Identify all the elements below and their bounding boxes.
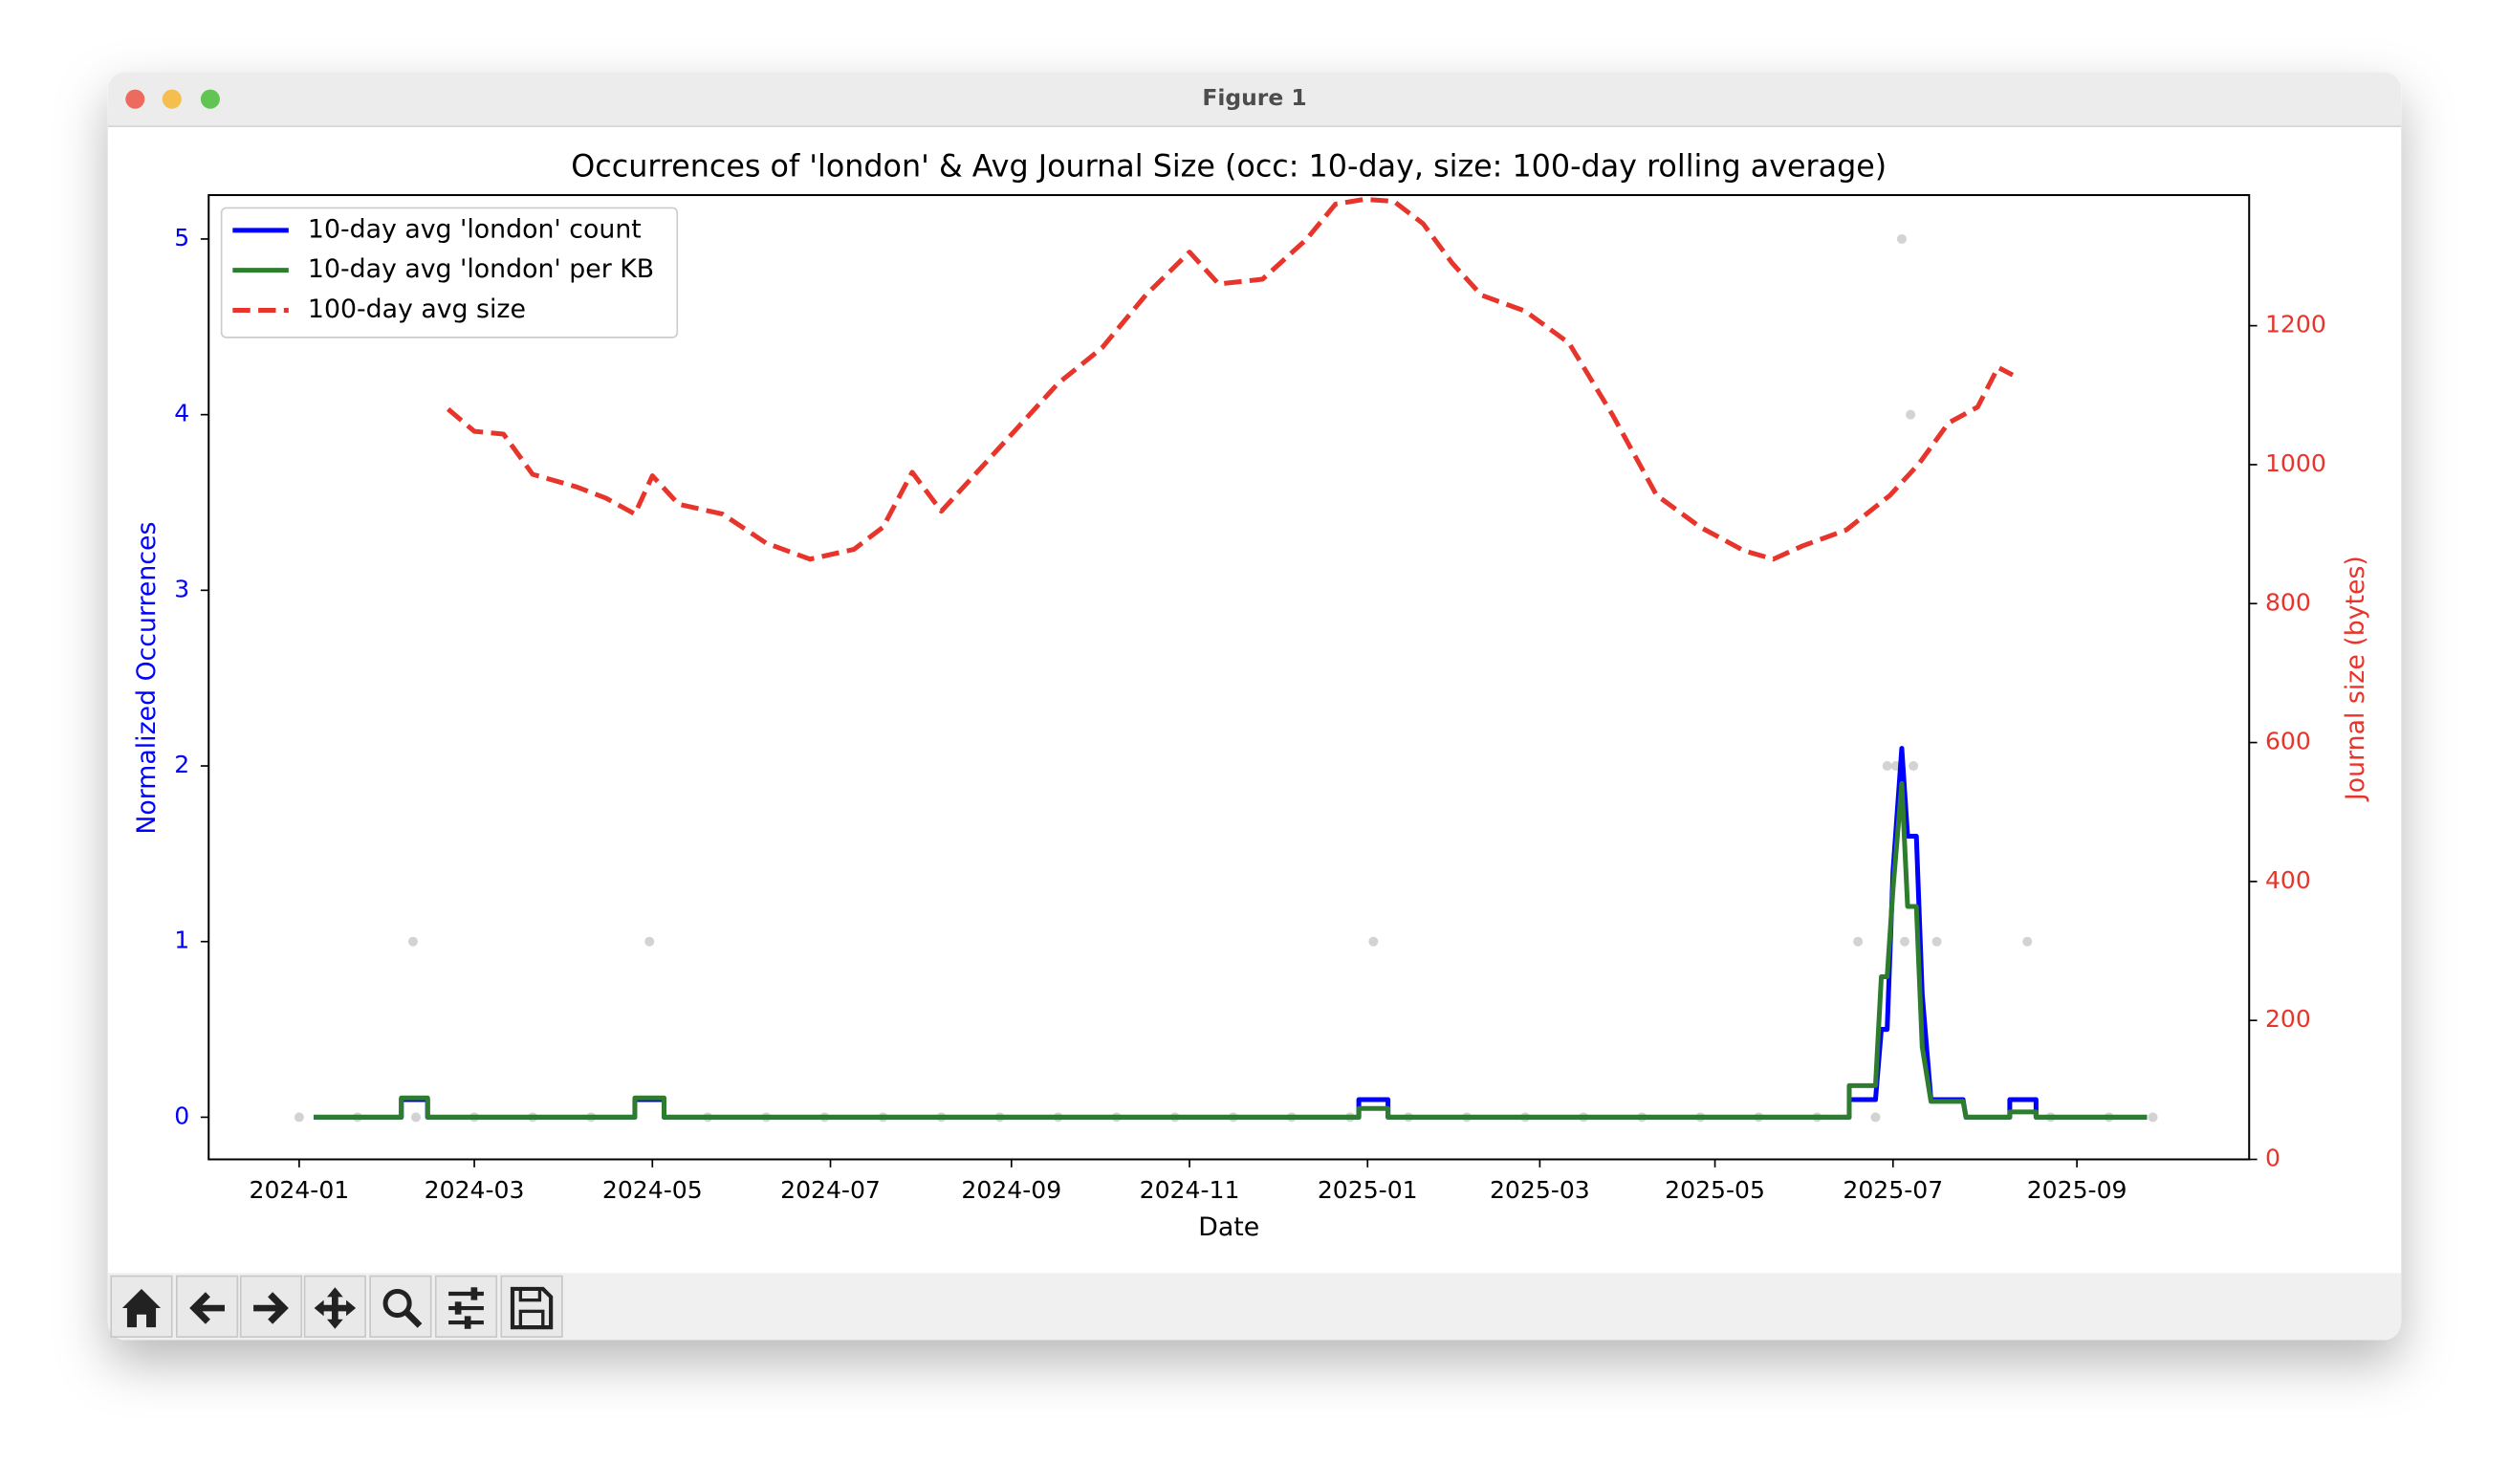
- pan-button[interactable]: [303, 1275, 366, 1338]
- y2-tick-label: 1200: [2265, 311, 2326, 338]
- legend-label: 100-day avg size: [308, 295, 526, 324]
- chart: Occurrences of 'london' & Avg Journal Si…: [132, 150, 2370, 1242]
- data-point: [1853, 936, 1864, 947]
- minimize-button[interactable]: [162, 89, 182, 109]
- x-tick-label: 2024-05: [602, 1176, 703, 1204]
- y2-tick-label: 1000: [2265, 449, 2326, 477]
- x-tick-label: 2025-03: [1490, 1176, 1590, 1204]
- legend-label: 10-day avg 'london' count: [308, 214, 642, 244]
- data-point: [410, 1112, 422, 1123]
- y2-tick-label: 600: [2265, 728, 2311, 755]
- series-layer: [294, 196, 2158, 1123]
- window: [107, 72, 2402, 1341]
- configure-button[interactable]: [434, 1275, 498, 1338]
- data-point: [407, 936, 418, 947]
- series-line: [314, 780, 2148, 1120]
- legend-label: 10-day avg 'london' per KB: [308, 254, 654, 284]
- data-point: [1899, 936, 1910, 947]
- x-tick-label: 2025-01: [1318, 1176, 1418, 1204]
- y2-tick-label: 200: [2265, 1005, 2311, 1033]
- data-point: [1896, 233, 1907, 244]
- window-title: Figure 1: [1202, 84, 1306, 111]
- data-point: [294, 1112, 304, 1123]
- y-tick-label: 5: [174, 224, 189, 251]
- y2-tick-label: 400: [2265, 866, 2311, 894]
- data-point: [1870, 1112, 1881, 1123]
- y-tick-label: 1: [174, 927, 189, 954]
- x-axis-label: Date: [1198, 1212, 1259, 1242]
- y2-tick-label: 800: [2265, 588, 2311, 616]
- home-button[interactable]: [110, 1275, 173, 1338]
- y-tick-label: 3: [174, 575, 189, 602]
- y-axis-label: Normalized Occurrences: [132, 522, 162, 835]
- y-tick-label: 0: [174, 1102, 189, 1129]
- data-point: [1368, 936, 1379, 947]
- legend-box: [220, 207, 679, 338]
- x-tick-label: 2024-11: [1140, 1176, 1240, 1204]
- chart-title: Occurrences of 'london' & Avg Journal Si…: [571, 150, 1887, 185]
- back-button[interactable]: [175, 1275, 239, 1338]
- x-tick-label: 2024-01: [249, 1176, 349, 1204]
- y-tick-label: 2: [174, 751, 189, 778]
- x-tick-label: 2024-07: [780, 1176, 881, 1204]
- y2-tick-label: 0: [2265, 1145, 2280, 1172]
- x-tick-label: 2024-03: [425, 1176, 525, 1204]
- data-point: [2148, 1112, 2158, 1123]
- y2-axis-label: Journal size (bytes): [2341, 556, 2370, 802]
- data-point: [1909, 761, 1919, 772]
- x-tick-label: 2025-05: [1665, 1176, 1765, 1204]
- data-point: [1882, 761, 1892, 772]
- y-tick-label: 4: [174, 400, 189, 427]
- close-button[interactable]: [125, 89, 145, 109]
- title-bar: [107, 72, 2402, 127]
- x-tick-label: 2024-09: [961, 1176, 1061, 1204]
- zoom-button[interactable]: [200, 89, 220, 109]
- series-line: [446, 196, 2015, 562]
- data-point: [1906, 409, 1916, 420]
- x-tick-label: 2025-07: [1843, 1176, 1943, 1204]
- data-point: [1931, 936, 1942, 947]
- zoom-tool-button[interactable]: [369, 1275, 432, 1338]
- data-point: [2022, 936, 2033, 947]
- x-tick-label: 2025-09: [2027, 1176, 2127, 1204]
- plot-frame: [207, 194, 2251, 1161]
- forward-button[interactable]: [239, 1275, 303, 1338]
- data-point: [644, 936, 655, 947]
- save-button[interactable]: [500, 1275, 563, 1338]
